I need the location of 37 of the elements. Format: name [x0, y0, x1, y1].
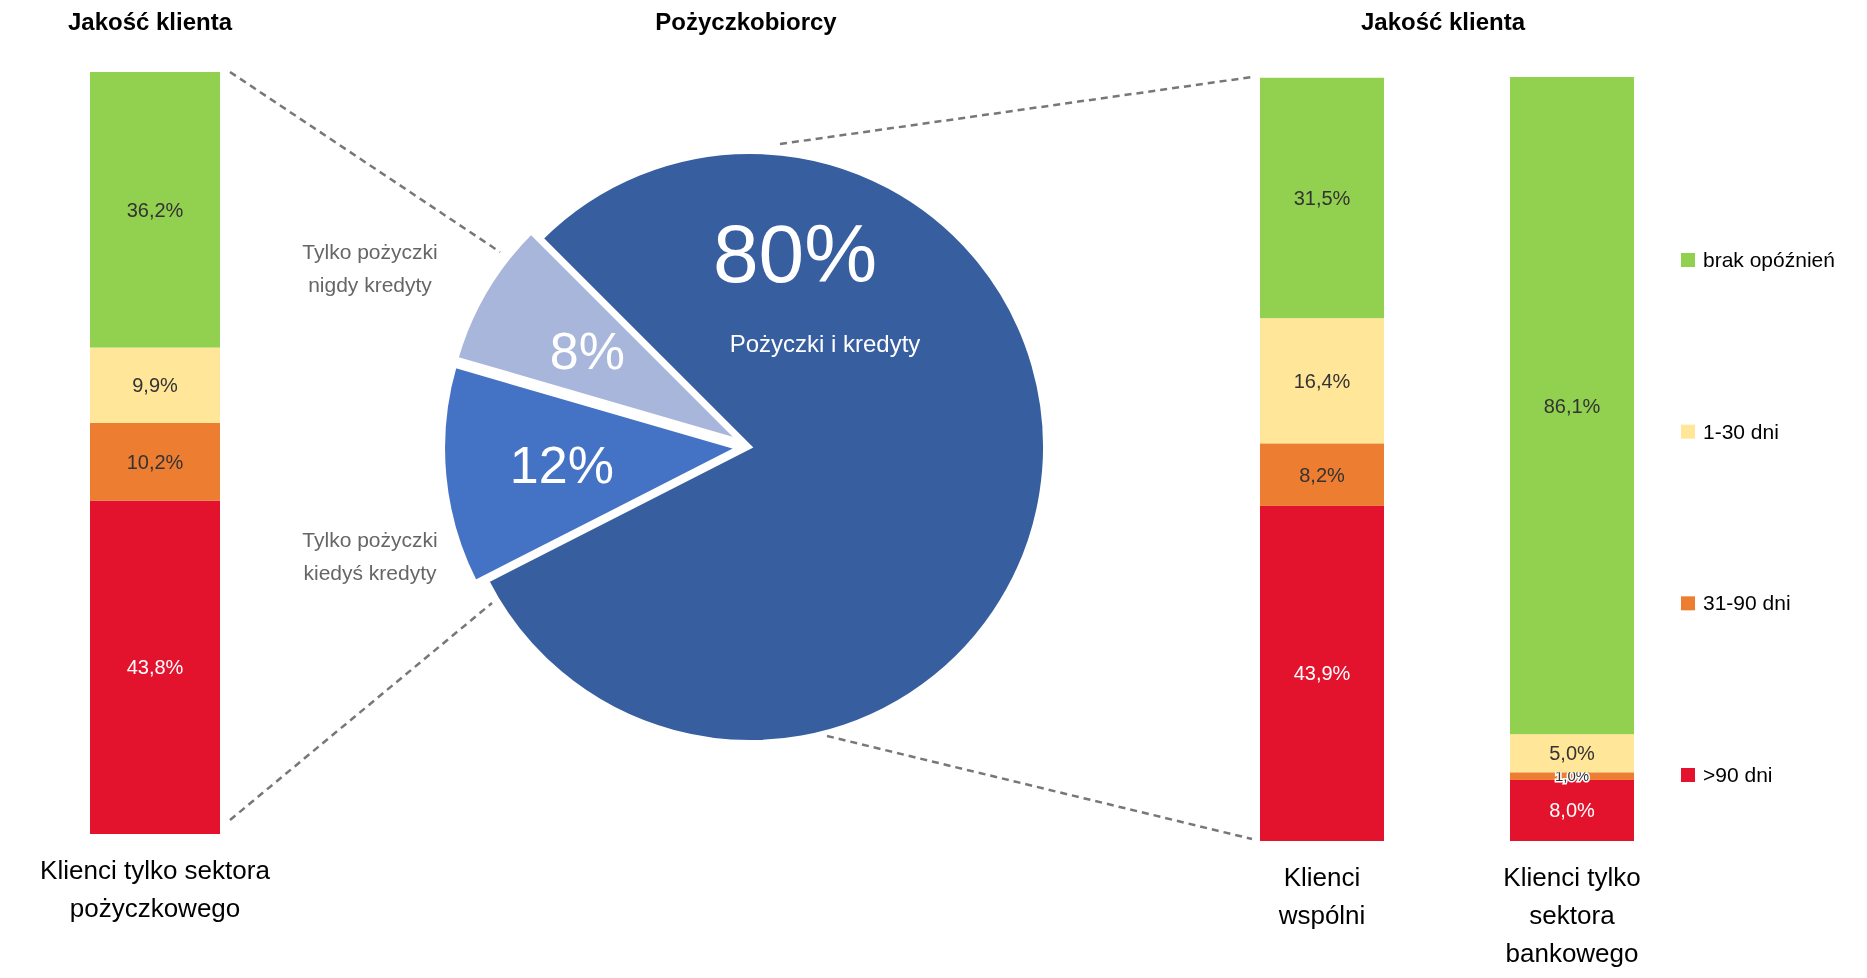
slice-label: Tylko pożyczki nigdy kredyty — [302, 240, 438, 296]
chart-title: Jakość klienta — [1360, 8, 1526, 35]
data-label: 43,8% — [126, 656, 184, 679]
legend-label: >90 dni — [1703, 763, 1773, 786]
legend-label: brak opóźnień — [1703, 248, 1835, 271]
bar — [1260, 443, 1384, 506]
data-label: 43,9% — [1293, 662, 1351, 685]
data-label: 8,0% — [1549, 799, 1596, 822]
data-label: 8,2% — [1299, 463, 1346, 486]
data-label: 10,2% — [126, 450, 184, 473]
data-label: 9,9% — [132, 374, 179, 397]
data-label: 12% — [509, 435, 614, 494]
data-label: 36,2% — [126, 198, 184, 221]
bar — [1510, 734, 1634, 773]
legend-label: 1-30 dni — [1703, 419, 1779, 443]
data-label: 8% — [549, 321, 625, 380]
data-label: 31,5% — [1293, 186, 1351, 209]
data-label: 80% — [712, 208, 878, 299]
chart-title: Jakość klienta — [67, 8, 233, 35]
x-tick-label: Klienci tylko sektora pożyczkowego — [40, 855, 271, 923]
bar — [90, 347, 220, 423]
data-label: 86,1% — [1543, 394, 1601, 417]
data-label: 5,0% — [1549, 742, 1596, 765]
bar — [90, 500, 220, 834]
chart-title: Pożyczkobiorcy — [655, 8, 838, 35]
bar — [1510, 77, 1634, 735]
data-label: 16,4% — [1293, 369, 1351, 392]
bar — [1260, 318, 1384, 444]
legend-label: 31-90 dni — [1703, 591, 1791, 615]
x-tick-label: Klienci wspólni — [1277, 862, 1366, 930]
bar — [90, 422, 220, 501]
bar — [1260, 505, 1384, 841]
slice-label: Pożyczki i kredyty — [729, 330, 921, 357]
x-tick-label: Klienci tylko sektora bankowego — [1503, 862, 1641, 968]
bar — [1260, 77, 1384, 319]
bar — [90, 72, 220, 348]
slice-label: Tylko pożyczki kiedyś kredyty — [302, 528, 438, 584]
